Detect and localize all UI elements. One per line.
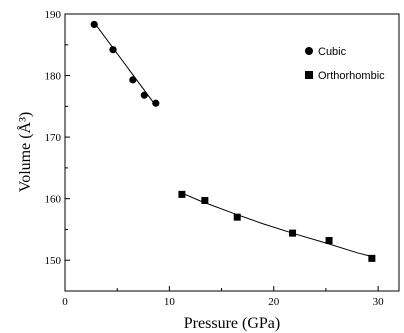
legend-marker-cubic — [305, 47, 313, 55]
cubic-point-0 — [90, 20, 98, 29]
cubic-point-4 — [152, 99, 160, 107]
cubic-point-1 — [109, 46, 117, 54]
orthorhombic-point-2 — [233, 213, 241, 221]
orthorhombic-point-3 — [289, 229, 297, 237]
y-axis-ticks: 150 160 170 180 190 — [45, 9, 70, 267]
legend-marker-orthorhombic — [305, 71, 313, 79]
plot-frame — [64, 13, 400, 292]
y-tick-label-1: 160 — [45, 194, 62, 206]
x-tick-label-0: 0 — [62, 296, 68, 308]
data-points — [90, 20, 376, 262]
orthorhombic-point-4 — [325, 237, 333, 245]
x-axis-label: Pressure (GPa) — [184, 315, 280, 332]
y-tick-label-0: 150 — [45, 255, 62, 267]
fit-line-cubic — [93, 22, 157, 106]
legend-label-cubic: Cubic — [318, 46, 347, 58]
x-tick-label-3: 30 — [373, 296, 385, 308]
y-tick-label-2: 170 — [45, 132, 62, 144]
orthorhombic-point-5 — [368, 254, 376, 262]
cubic-point-2 — [129, 76, 137, 84]
legend-label-orthorhombic: Orthorhombic — [318, 70, 385, 82]
y-tick-label-4: 190 — [45, 9, 62, 21]
legend: Cubic Orthorhombic — [305, 46, 385, 82]
x-axis-ticks: 0 10 20 30 — [62, 286, 384, 308]
y-axis-label: Volume (Å³) — [16, 112, 34, 193]
x-tick-label-2: 20 — [268, 296, 280, 308]
orthorhombic-point-0 — [178, 190, 186, 198]
y-tick-label-3: 180 — [45, 71, 62, 83]
fit-line-orthorhombic — [181, 192, 373, 257]
orthorhombic-point-1 — [201, 197, 209, 205]
cubic-point-3 — [140, 91, 148, 99]
x-tick-label-1: 10 — [164, 296, 176, 308]
